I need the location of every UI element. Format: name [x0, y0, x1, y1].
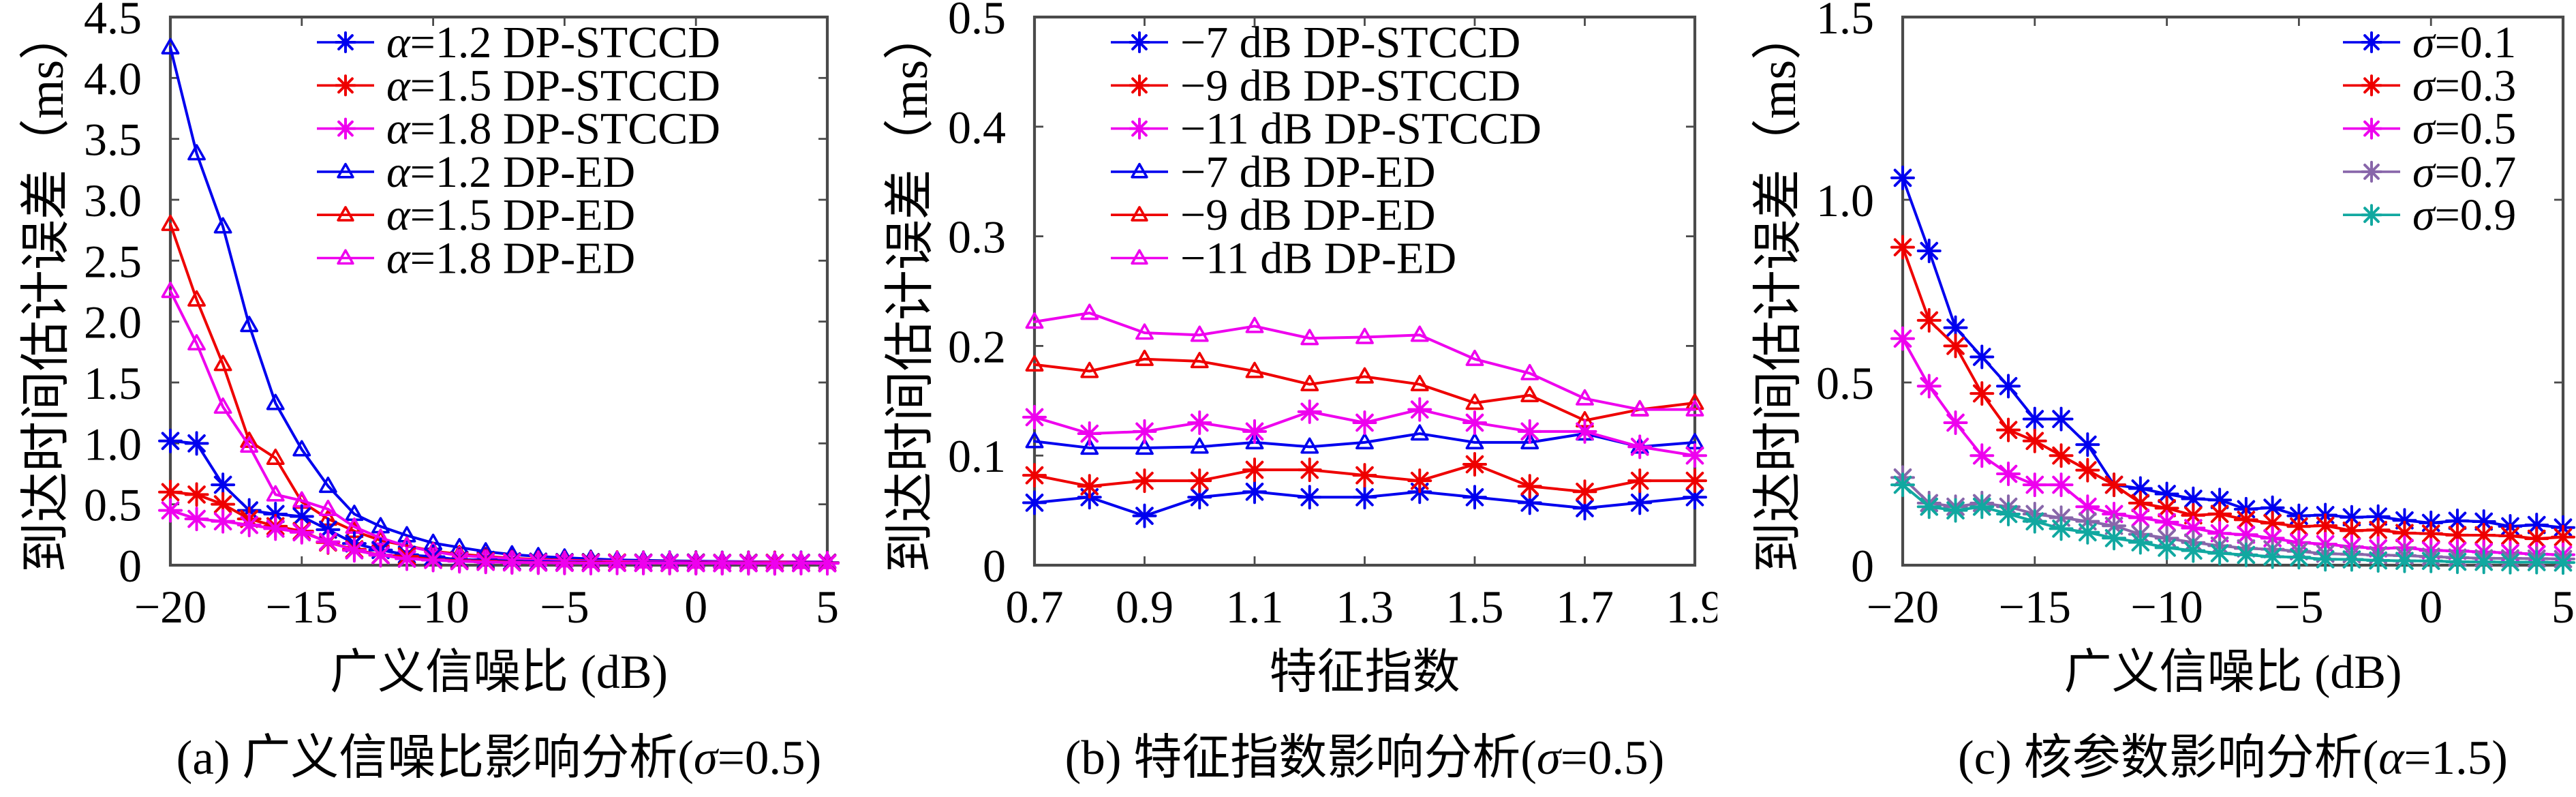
svg-text:到达时间估计误差（ms）: 到达时间估计误差（ms） — [883, 10, 938, 573]
svg-text:−9 dB DP-STCCD: −9 dB DP-STCCD — [1180, 61, 1520, 110]
svg-text:α=1.5 DP-ED: α=1.5 DP-ED — [386, 190, 635, 240]
svg-text:−7 dB DP-STCCD: −7 dB DP-STCCD — [1180, 18, 1520, 67]
svg-text:0: 0 — [684, 581, 707, 633]
svg-text:1.3: 1.3 — [1336, 581, 1394, 633]
svg-text:0: 0 — [119, 540, 142, 592]
svg-text:0: 0 — [983, 540, 1006, 592]
svg-text:0.9: 0.9 — [1116, 581, 1174, 633]
svg-text:4.5: 4.5 — [84, 0, 142, 44]
svg-text:2.5: 2.5 — [84, 235, 142, 287]
svg-text:特征指数: 特征指数 — [1270, 646, 1460, 699]
svg-text:到达时间估计误差（ms）: 到达时间估计误差（ms） — [1751, 10, 1807, 573]
svg-text:(c) 核参数影响分析(α=1.5): (c) 核参数影响分析(α=1.5) — [1958, 732, 2508, 785]
svg-text:−15: −15 — [266, 581, 338, 633]
svg-text:α=1.5 DP-STCCD: α=1.5 DP-STCCD — [386, 61, 720, 110]
svg-text:0.1: 0.1 — [948, 430, 1006, 482]
svg-text:0: 0 — [1851, 540, 1874, 592]
svg-text:1.5: 1.5 — [1446, 581, 1504, 633]
svg-text:0.2: 0.2 — [948, 320, 1006, 372]
svg-text:1.0: 1.0 — [1816, 175, 1874, 226]
svg-text:−11 dB DP-STCCD: −11 dB DP-STCCD — [1180, 104, 1542, 154]
svg-text:σ=0.7: σ=0.7 — [2412, 147, 2516, 197]
svg-text:−7 dB DP-ED: −7 dB DP-ED — [1180, 147, 1436, 197]
svg-text:−20: −20 — [134, 581, 206, 633]
svg-text:3.0: 3.0 — [84, 175, 142, 226]
svg-text:5: 5 — [816, 581, 839, 633]
svg-text:−20: −20 — [1867, 581, 1939, 633]
svg-text:1.5: 1.5 — [1816, 0, 1874, 44]
svg-text:广义信噪比 (dB): 广义信噪比 (dB) — [330, 646, 668, 699]
svg-text:2.0: 2.0 — [84, 297, 142, 348]
svg-text:0: 0 — [2419, 581, 2442, 633]
svg-text:5: 5 — [2551, 581, 2575, 633]
svg-text:0.5: 0.5 — [1816, 357, 1874, 409]
svg-text:4.0: 4.0 — [84, 52, 142, 104]
svg-text:1.0: 1.0 — [84, 418, 142, 470]
svg-text:σ=0.5: σ=0.5 — [2412, 104, 2516, 154]
svg-text:到达时间估计误差（ms）: 到达时间估计误差（ms） — [18, 10, 74, 573]
svg-text:广义信噪比 (dB): 广义信噪比 (dB) — [2064, 646, 2402, 699]
svg-text:−9 dB DP-ED: −9 dB DP-ED — [1180, 190, 1436, 240]
svg-text:3.5: 3.5 — [84, 114, 142, 166]
svg-text:−5: −5 — [2274, 581, 2323, 633]
svg-text:1.9: 1.9 — [1666, 581, 1718, 633]
svg-text:α=1.2 DP-ED: α=1.2 DP-ED — [386, 147, 635, 197]
svg-text:1.7: 1.7 — [1556, 581, 1614, 633]
svg-text:σ=0.9: σ=0.9 — [2412, 190, 2516, 240]
svg-text:α=1.8 DP-ED: α=1.8 DP-ED — [386, 234, 635, 284]
svg-text:σ=0.1: σ=0.1 — [2412, 18, 2516, 67]
svg-text:0.4: 0.4 — [948, 102, 1006, 153]
svg-text:−5: −5 — [540, 581, 589, 633]
svg-text:0.5: 0.5 — [948, 0, 1006, 44]
svg-text:−10: −10 — [2130, 581, 2203, 633]
svg-text:α=1.8 DP-STCCD: α=1.8 DP-STCCD — [386, 104, 720, 154]
svg-text:0.3: 0.3 — [948, 211, 1006, 263]
svg-text:0.7: 0.7 — [1006, 581, 1064, 633]
svg-text:1.1: 1.1 — [1226, 581, 1284, 633]
svg-text:(b) 特征指数影响分析(σ=0.5): (b) 特征指数影响分析(σ=0.5) — [1065, 732, 1665, 785]
svg-text:−10: −10 — [397, 581, 469, 633]
svg-text:−11 dB DP-ED: −11 dB DP-ED — [1180, 234, 1456, 284]
svg-text:σ=0.3: σ=0.3 — [2412, 61, 2516, 110]
svg-text:0.5: 0.5 — [84, 479, 142, 531]
svg-text:−15: −15 — [1999, 581, 2071, 633]
svg-text:1.5: 1.5 — [84, 357, 142, 409]
svg-text:α=1.2 DP-STCCD: α=1.2 DP-STCCD — [386, 18, 720, 67]
svg-text:(a) 广义信噪比影响分析(σ=0.5): (a) 广义信噪比影响分析(σ=0.5) — [177, 732, 822, 785]
